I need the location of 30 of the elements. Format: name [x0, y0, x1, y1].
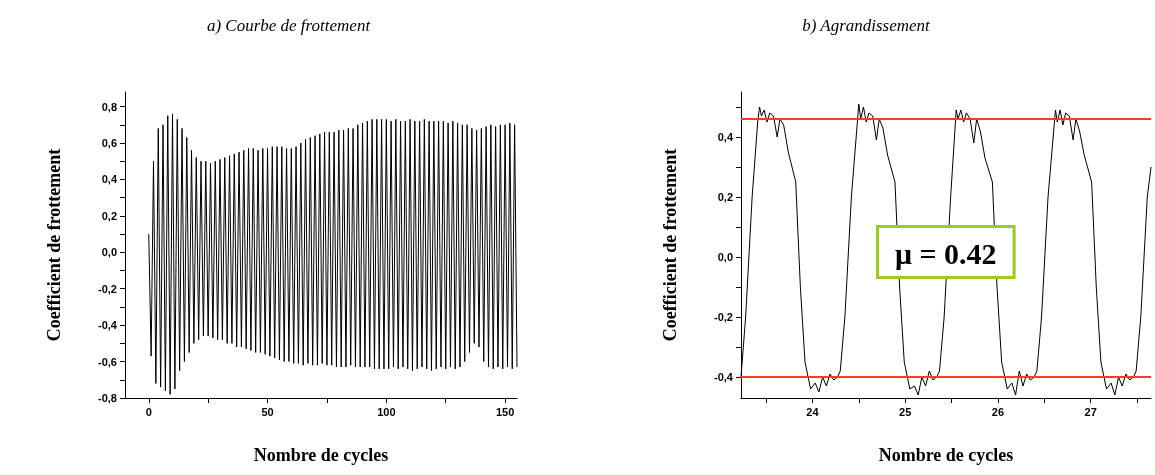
y-tick-label: 0,4	[717, 131, 734, 143]
y-tick-label: -0,6	[98, 355, 117, 368]
chart-title: b) Agrandissement	[802, 16, 932, 35]
y-tick-label: -0,2	[98, 282, 117, 295]
y-tick-label: 0,0	[101, 246, 117, 259]
y-tick-label: 0,2	[717, 191, 733, 203]
x-tick-label: 150	[495, 405, 515, 418]
y-tick-label: -0,4	[98, 319, 118, 332]
x-tick-label: 24	[806, 405, 820, 418]
x-axis-title: Nombre de cycles	[878, 445, 1014, 465]
annotation: μ = 0.42	[895, 236, 997, 270]
x-tick-label: 27	[1084, 405, 1097, 418]
y-tick-label: 0,0	[717, 251, 733, 263]
y-tick-label: 0,8	[101, 100, 117, 113]
y-tick-label: 0,2	[101, 209, 117, 222]
x-tick-label: 0	[145, 405, 152, 418]
y-axis-title: Coefficient de frottement	[660, 148, 680, 342]
y-tick-label: -0,4	[714, 371, 734, 383]
x-tick-label: 26	[991, 405, 1005, 418]
y-tick-label: 0,4	[101, 173, 118, 186]
y-tick-label: -0,8	[98, 392, 117, 404]
x-tick-label: 50	[261, 405, 274, 418]
line-series	[148, 113, 518, 395]
x-tick-label: 100	[377, 405, 396, 418]
x-tick-label: 25	[899, 405, 912, 418]
y-axis-title: Coefficient de frottement	[44, 148, 64, 342]
y-tick-label: 0,6	[101, 137, 117, 149]
x-axis-title: Nombre de cycles	[253, 445, 389, 465]
y-tick-label: -0,2	[714, 311, 733, 323]
chart-title: a) Courbe de frottement	[206, 16, 372, 35]
